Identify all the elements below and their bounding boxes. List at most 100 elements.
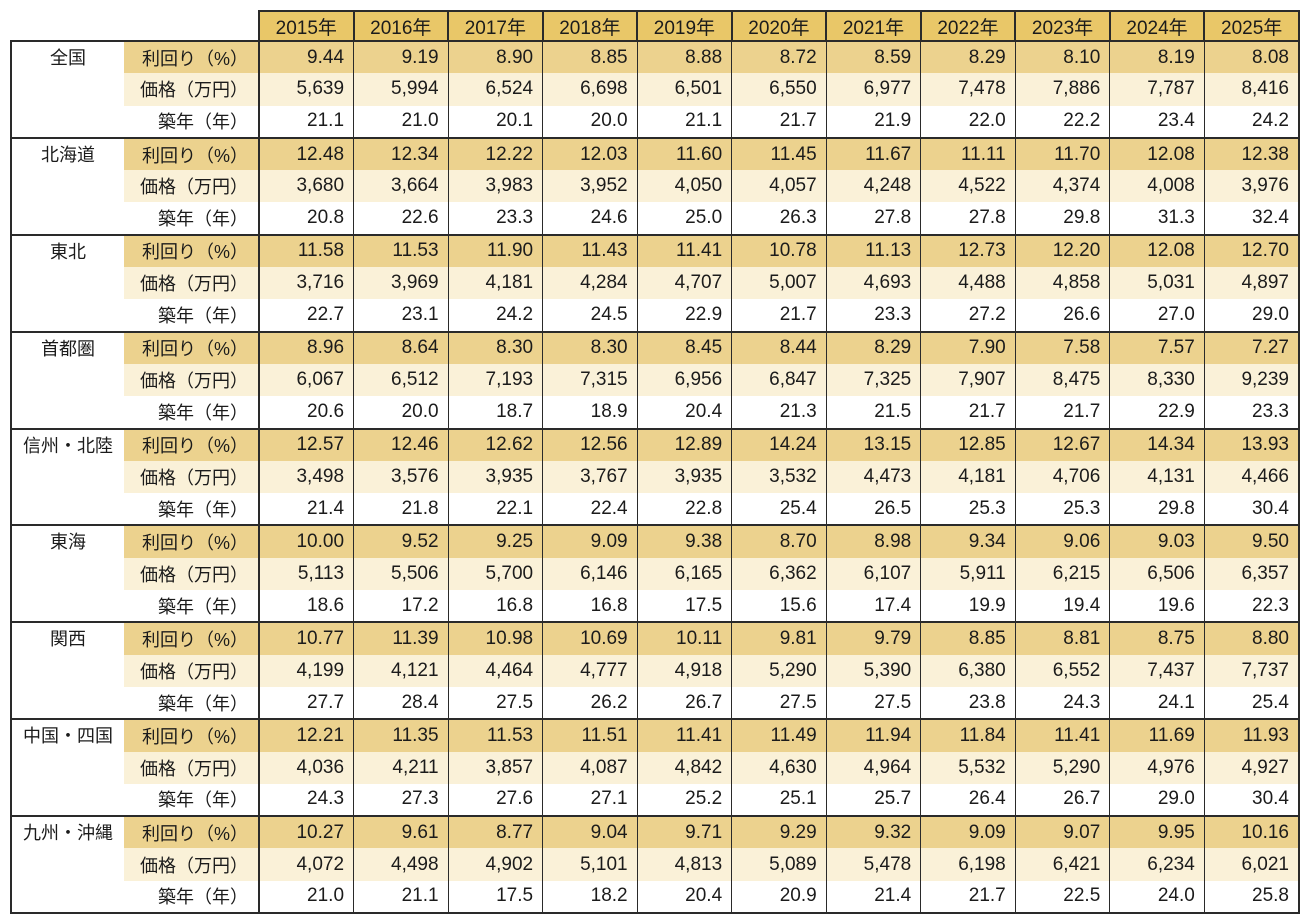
metric-label-cell: 利回り（%） xyxy=(124,815,260,849)
value-cell: 8.19 xyxy=(1109,39,1205,74)
metric-row: 価格（万円） 4,036 4,211 3,857 4,087 4,842 4,630 4,96… xyxy=(11,751,1300,784)
metric-row: 東海 利回り（%） 10.00 9.52 9.25 9.09 9.38 8.70 8.98 9.3… xyxy=(10,524,1300,623)
value-cell: 9.50 xyxy=(1203,524,1300,558)
value-cell: 6,380 xyxy=(920,654,1016,687)
value-cell: 4,008 xyxy=(1109,170,1205,203)
value-cell: 22.9 xyxy=(1109,396,1205,429)
value-cell: 23.3 xyxy=(447,202,543,235)
value-cell: 7.27 xyxy=(1203,330,1300,364)
value-cell: 9.79 xyxy=(825,621,921,655)
value-cell: 12.85 xyxy=(920,427,1016,461)
value-cell: 17.4 xyxy=(825,590,921,623)
value-cell: 5,290 xyxy=(1014,751,1110,784)
value-cell: 21.1 xyxy=(636,105,732,138)
region-name-cell: 信州・北陸 xyxy=(10,427,124,526)
value-cell: 7,787 xyxy=(1109,73,1205,106)
value-cell: 10.16 xyxy=(1203,815,1300,849)
value-cell: 21.7 xyxy=(731,299,827,332)
value-cell: 30.4 xyxy=(1203,493,1300,526)
header-corner-spacer xyxy=(124,11,259,41)
value-cell: 6,524 xyxy=(447,73,543,106)
metric-label-cell: 価格（万円） xyxy=(124,363,260,397)
metric-row: 東北 利回り（%） 11.58 11.53 11.90 11.43 11.41 10.78 11… xyxy=(10,233,1300,332)
value-cell: 21.1 xyxy=(353,880,449,915)
value-cell: 7,737 xyxy=(1203,654,1300,687)
value-cell: 3,976 xyxy=(1203,170,1300,203)
value-cell: 11.70 xyxy=(1014,136,1110,171)
value-cell: 18.9 xyxy=(542,396,638,429)
metric-label-cell: 築年（年） xyxy=(124,105,260,138)
value-cell: 6,357 xyxy=(1203,557,1300,591)
value-cell: 21.0 xyxy=(353,105,449,138)
metric-label-cell: 価格（万円） xyxy=(124,557,260,591)
value-cell: 8.96 xyxy=(258,330,354,364)
value-cell: 25.3 xyxy=(1014,493,1110,526)
value-cell: 9.95 xyxy=(1109,815,1205,849)
value-cell: 8.90 xyxy=(447,39,543,74)
value-cell: 9.38 xyxy=(636,524,732,558)
value-cell: 3,935 xyxy=(636,460,732,494)
value-cell: 25.2 xyxy=(636,783,732,817)
value-cell: 6,215 xyxy=(1014,557,1110,591)
metric-row: 首都圏 利回り（%） 8.96 8.64 8.30 8.30 8.45 8.44 8.29 7.9… xyxy=(10,330,1300,429)
value-cell: 22.8 xyxy=(636,493,732,526)
metric-row: 価格（万円） 3,680 3,664 3,983 3,952 4,050 4,057 4,24… xyxy=(11,170,1300,203)
value-cell: 24.5 xyxy=(542,299,638,332)
value-cell: 24.3 xyxy=(258,783,354,817)
value-cell: 9.29 xyxy=(731,815,827,849)
value-cell: 8.10 xyxy=(1014,39,1110,74)
year-header-cell: 2016年 xyxy=(352,10,450,42)
value-cell: 9.81 xyxy=(731,621,827,655)
value-cell: 8.30 xyxy=(447,330,543,364)
value-cell: 6,198 xyxy=(920,848,1016,881)
value-cell: 10.78 xyxy=(731,233,827,268)
metric-label-cell: 利回り（%） xyxy=(124,427,260,461)
value-cell: 23.1 xyxy=(353,299,449,332)
value-cell: 9.04 xyxy=(542,815,638,849)
value-cell: 16.8 xyxy=(447,590,543,623)
value-cell: 12.89 xyxy=(636,427,732,461)
value-cell: 11.90 xyxy=(447,233,543,268)
value-cell: 12.08 xyxy=(1109,136,1205,171)
value-cell: 4,777 xyxy=(542,654,638,687)
value-cell: 4,057 xyxy=(731,170,827,203)
value-cell: 4,131 xyxy=(1109,460,1205,494)
value-cell: 18.6 xyxy=(258,590,354,623)
value-cell: 4,473 xyxy=(825,460,921,494)
value-cell: 8.64 xyxy=(353,330,449,364)
value-cell: 7,437 xyxy=(1109,654,1205,687)
metric-label-cell: 築年（年） xyxy=(124,686,260,720)
metric-label-cell: 利回り（%） xyxy=(124,524,260,558)
value-cell: 7,325 xyxy=(825,363,921,397)
value-cell: 4,706 xyxy=(1014,460,1110,494)
metric-row: 築年（年） 20.6 20.0 18.7 18.9 20.4 21.3 21.5 21.7 21.… xyxy=(11,396,1300,429)
value-cell: 18.2 xyxy=(542,880,638,915)
value-cell: 11.39 xyxy=(353,621,449,655)
value-cell: 22.3 xyxy=(1203,590,1300,623)
value-cell: 27.1 xyxy=(542,783,638,817)
value-cell: 11.60 xyxy=(636,136,732,171)
value-cell: 21.7 xyxy=(920,880,1016,915)
value-cell: 4,284 xyxy=(542,267,638,300)
value-cell: 26.2 xyxy=(542,686,638,720)
value-cell: 3,767 xyxy=(542,460,638,494)
metric-row: 築年（年） 24.3 27.3 27.6 27.1 25.2 25.1 25.7 26.4 26.… xyxy=(11,783,1300,817)
value-cell: 26.3 xyxy=(731,202,827,235)
value-cell: 28.4 xyxy=(353,686,449,720)
value-cell: 4,902 xyxy=(447,848,543,881)
value-cell: 8.77 xyxy=(447,815,543,849)
value-cell: 3,935 xyxy=(447,460,543,494)
value-cell: 8.85 xyxy=(542,39,638,74)
value-cell: 25.4 xyxy=(1203,686,1300,720)
value-cell: 6,421 xyxy=(1014,848,1110,881)
value-cell: 9.09 xyxy=(920,815,1016,849)
value-cell: 11.45 xyxy=(731,136,827,171)
value-cell: 12.62 xyxy=(447,427,543,461)
value-cell: 4,211 xyxy=(353,751,449,784)
year-header-cell: 2018年 xyxy=(541,10,639,42)
value-cell: 17.5 xyxy=(447,880,543,915)
value-cell: 4,036 xyxy=(258,751,354,784)
value-cell: 10.98 xyxy=(447,621,543,655)
value-cell: 9.44 xyxy=(258,39,354,74)
value-cell: 20.6 xyxy=(258,396,354,429)
